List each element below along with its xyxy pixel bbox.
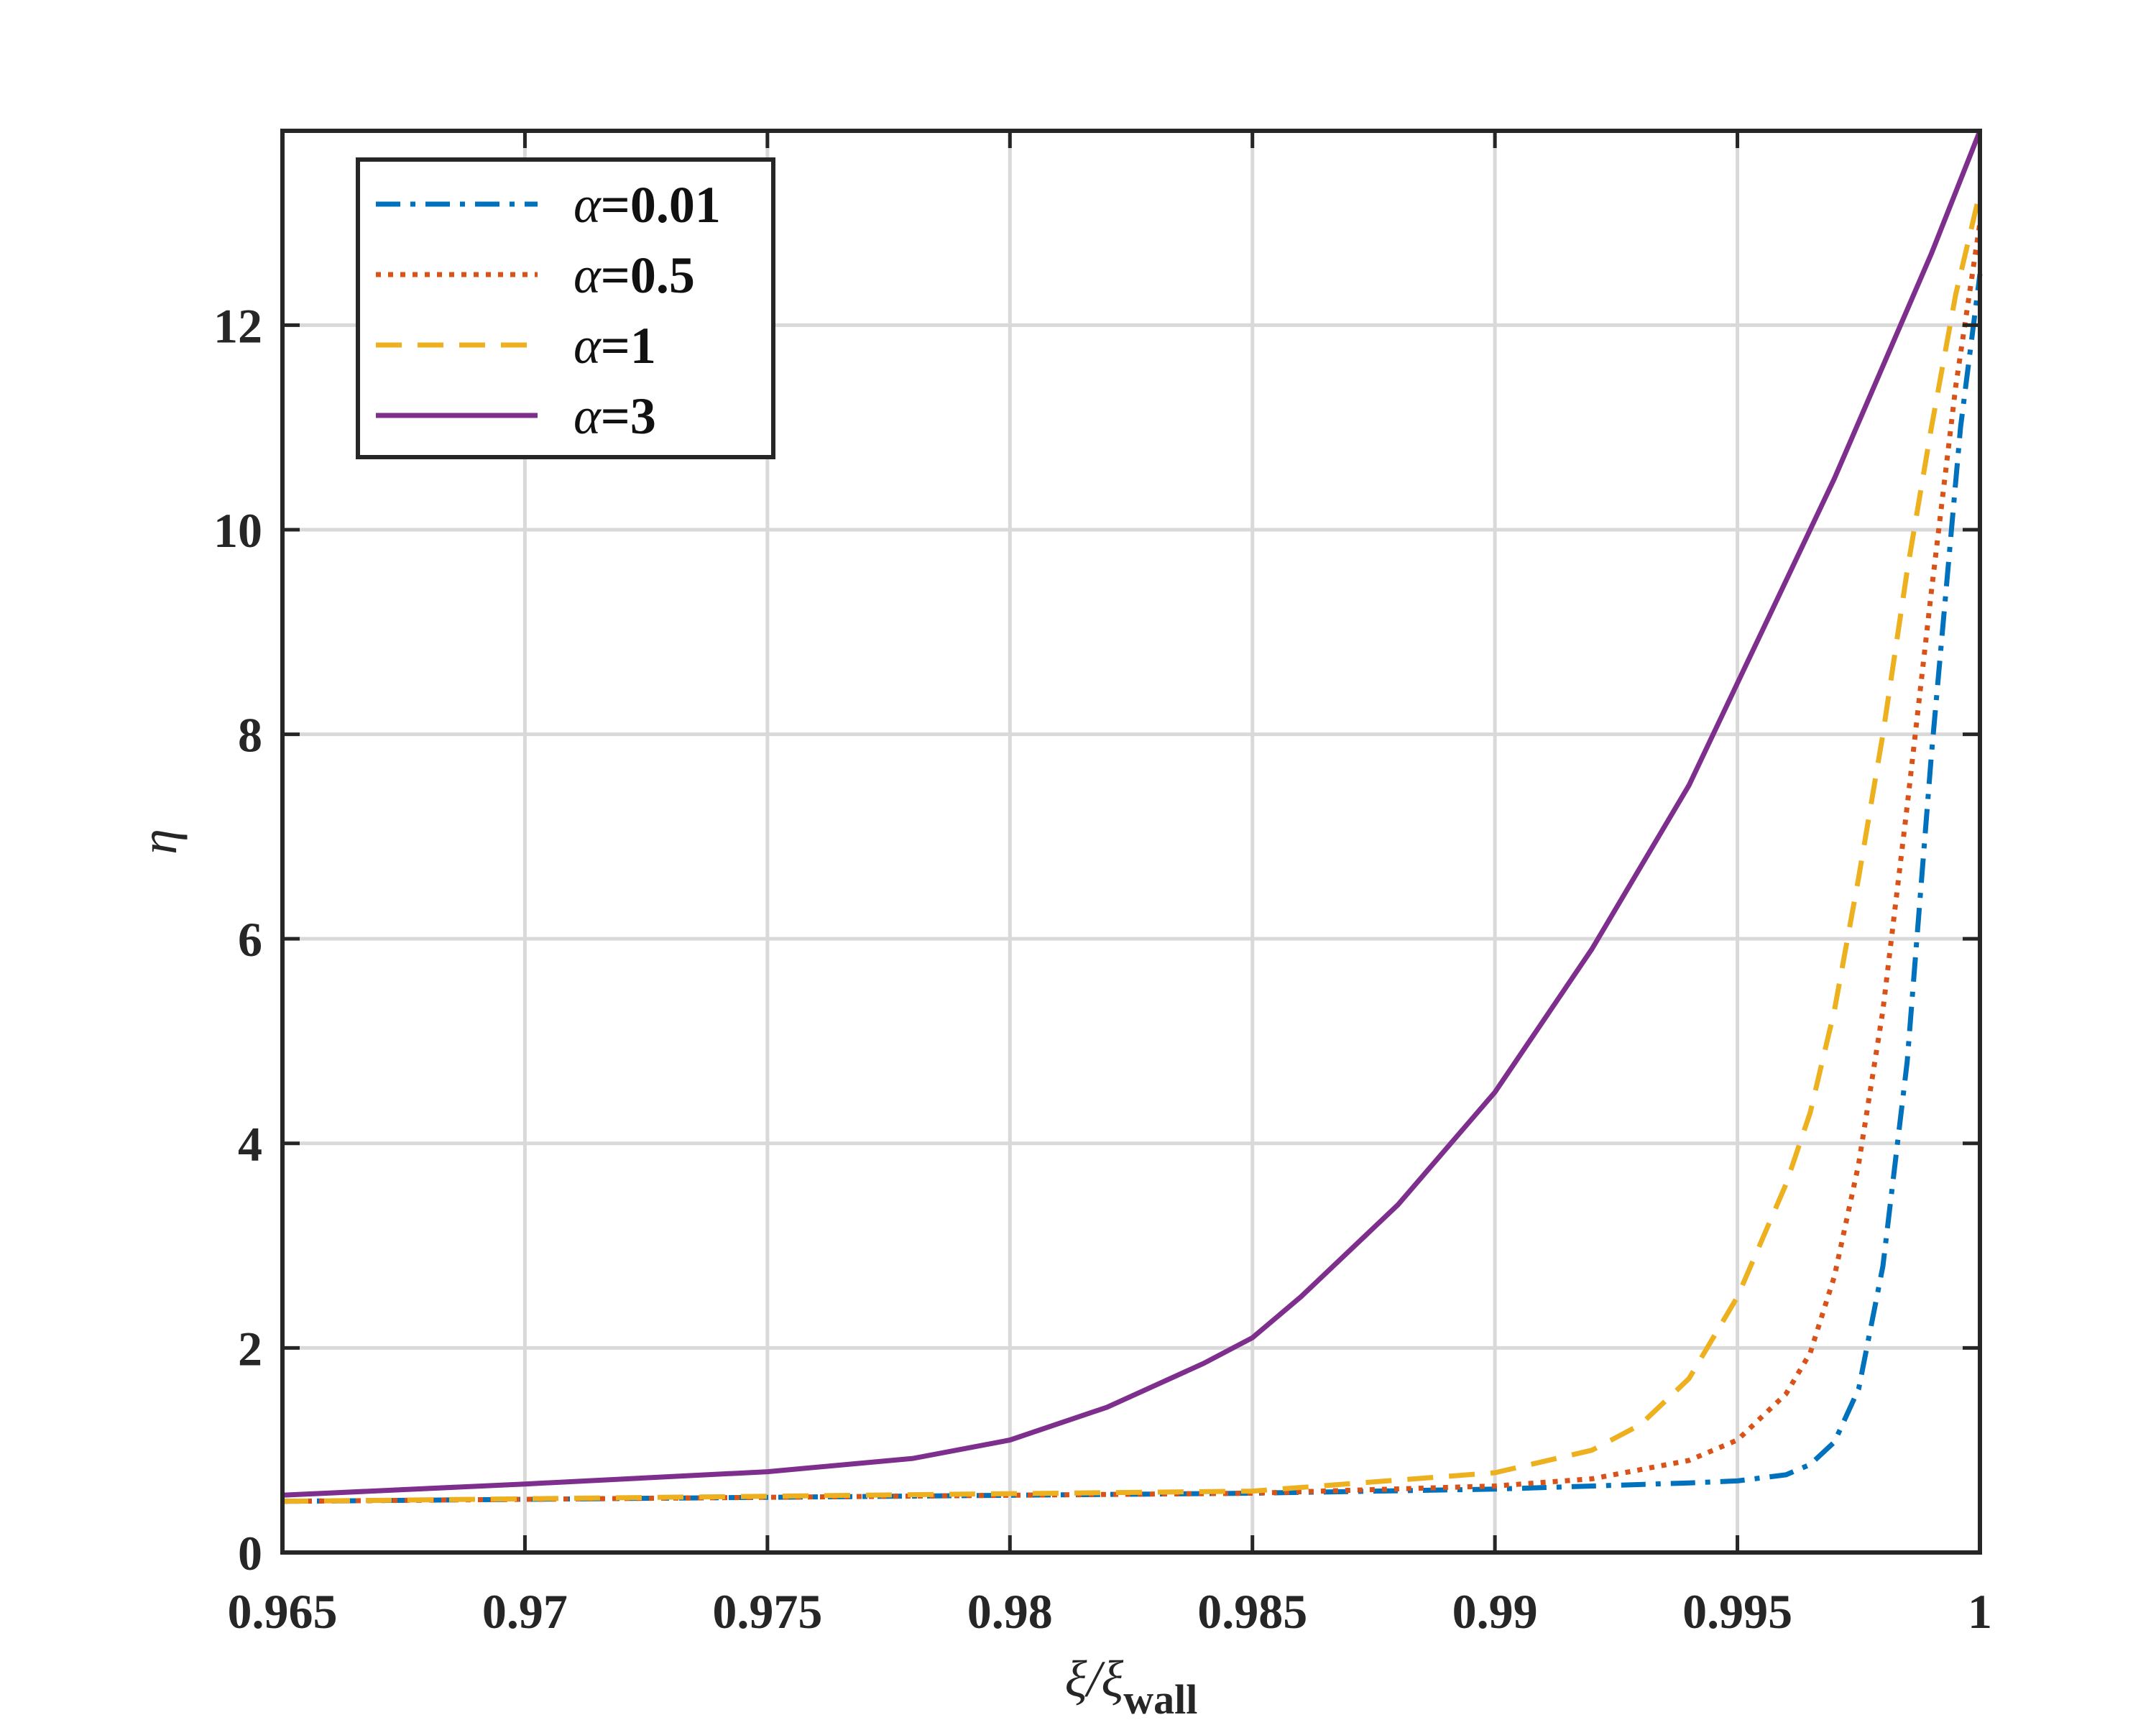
plot-area-frame	[280, 129, 1982, 1555]
axis-ticks	[280, 131, 1982, 1555]
y-tick-label: 10	[213, 503, 262, 558]
legend-label-3: α=1	[573, 317, 656, 374]
x-tick-label: 0.97	[482, 1584, 568, 1639]
y-axis-label: η	[130, 829, 188, 855]
x-tick-label: 0.965	[228, 1584, 338, 1639]
legend: α=0.01 α=0.5 α=1 α=3	[356, 157, 775, 459]
x-axis-label-main: ξ/ξ	[1065, 1650, 1124, 1708]
legend-label-2: α=0.5	[573, 247, 695, 304]
x-axis-label-subscript: wall	[1123, 1676, 1197, 1723]
y-tick-label: 6	[238, 912, 262, 967]
x-tick-label: 0.98	[967, 1584, 1053, 1639]
y-tick-label: 2	[238, 1321, 262, 1376]
x-tick-label: 1	[1968, 1584, 1992, 1639]
legend-box	[356, 157, 775, 459]
y-tick-label: 8	[238, 708, 262, 763]
legend-label-1: α=0.01	[573, 176, 721, 234]
y-tick-label: 4	[238, 1117, 262, 1172]
grid	[280, 131, 1982, 1555]
x-tick-label: 0.995	[1682, 1584, 1792, 1639]
legend-label-4: α=3	[573, 387, 656, 445]
x-tick-label: 0.975	[712, 1584, 822, 1639]
series-line-4	[282, 129, 1983, 1498]
series-line-2	[282, 222, 1983, 1504]
tick-labels: 0.965 0.97 0.975 0.98 0.985 0.99 0.995 10246810…	[213, 298, 1992, 1639]
y-tick-label: 12	[213, 298, 262, 353]
x-tick-label: 0.99	[1452, 1584, 1538, 1639]
x-tick-label: 0.985	[1197, 1584, 1307, 1639]
plot-series	[282, 129, 1983, 1504]
series-line-3	[282, 191, 1983, 1504]
y-tick-label: 0	[238, 1526, 262, 1581]
x-axis-label: ξ/ξwall	[1065, 1650, 1198, 1723]
